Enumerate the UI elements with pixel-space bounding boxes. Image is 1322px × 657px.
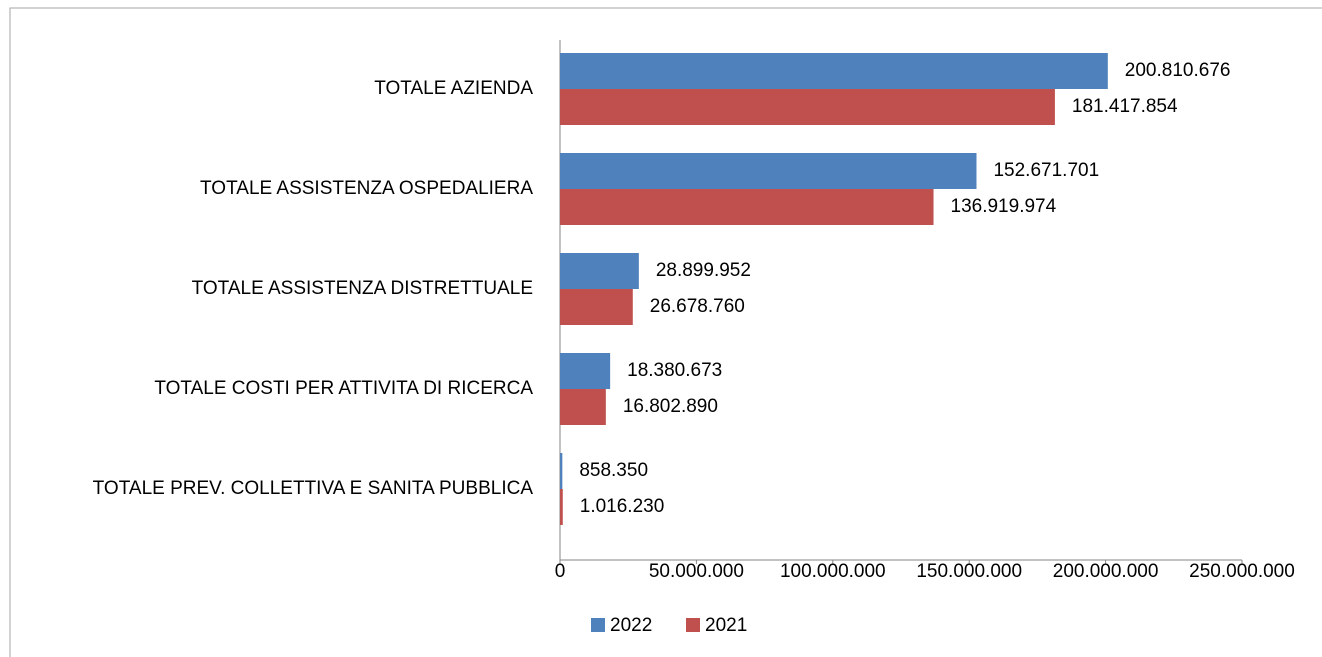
category-label: TOTALE AZIENDA [374, 78, 533, 99]
chart-frame [9, 7, 1322, 657]
value-label: 858.350 [579, 460, 648, 481]
bar [560, 289, 633, 325]
legend-label: 2022 [610, 615, 652, 636]
value-label: 16.802.890 [623, 396, 718, 417]
x-tick-label: 50.000.000 [649, 561, 744, 582]
bar [560, 353, 611, 389]
value-label: 18.380.673 [627, 360, 722, 381]
x-tick-label: 0 [555, 561, 566, 582]
bar [560, 253, 639, 289]
value-label: 136.919.974 [951, 196, 1057, 217]
x-tick-label: 200.000.000 [1053, 561, 1159, 582]
bar [560, 453, 563, 489]
value-label: 181.417.854 [1072, 96, 1178, 117]
bar [560, 189, 934, 225]
category-label: TOTALE ASSISTENZA DISTRETTUALE [192, 278, 533, 299]
value-label: 28.899.952 [656, 260, 751, 281]
bar [560, 389, 606, 425]
legend-label: 2021 [705, 615, 747, 636]
bar [560, 53, 1108, 89]
legend-swatch [686, 618, 700, 632]
value-label: 1.016.230 [580, 496, 665, 517]
bar [560, 89, 1055, 125]
category-label: TOTALE PREV. COLLETTIVA E SANITA PUBBLIC… [93, 478, 534, 499]
legend-swatch [591, 618, 605, 632]
bar [560, 489, 563, 525]
category-label: TOTALE ASSISTENZA OSPEDALIERA [200, 178, 533, 199]
x-tick-label: 150.000.000 [916, 561, 1022, 582]
value-label: 152.671.701 [993, 160, 1099, 181]
value-label: 26.678.760 [650, 296, 745, 317]
value-label: 200.810.676 [1125, 60, 1231, 81]
x-tick-label: 250.000.000 [1189, 561, 1295, 582]
x-tick-label: 100.000.000 [780, 561, 886, 582]
category-label: TOTALE COSTI PER ATTIVITA DI RICERCA [154, 378, 533, 399]
bar [560, 153, 977, 189]
